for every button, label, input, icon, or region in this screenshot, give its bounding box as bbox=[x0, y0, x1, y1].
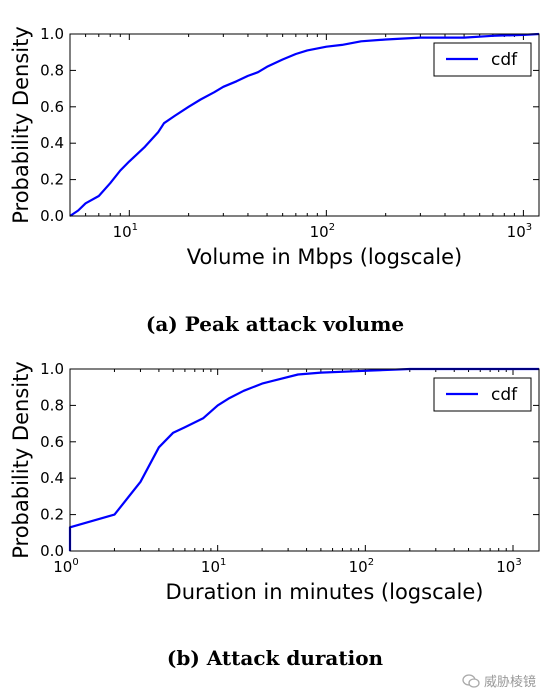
x-tick-label: 101 bbox=[201, 557, 226, 576]
y-tick-label: 0.2 bbox=[40, 171, 64, 189]
y-tick-label: 0.4 bbox=[40, 134, 64, 152]
x-axis-label: Volume in Mbps (logscale) bbox=[187, 245, 463, 269]
x-tick-label: 102 bbox=[310, 222, 335, 241]
y-tick-label: 0.0 bbox=[40, 542, 64, 560]
y-tick-label: 1.0 bbox=[40, 25, 64, 43]
y-axis-label: Probability Density bbox=[9, 361, 33, 559]
x-axis-label: Duration in minutes (logscale) bbox=[166, 580, 484, 604]
y-tick-label: 0.6 bbox=[40, 433, 64, 451]
watermark-text: 威胁棱镜 bbox=[483, 675, 536, 690]
y-tick-label: 0.8 bbox=[40, 61, 64, 79]
y-tick-label: 0.8 bbox=[40, 396, 64, 414]
legend-box bbox=[433, 377, 532, 412]
x-tick-label: 103 bbox=[496, 557, 521, 576]
series-line-cdf bbox=[68, 367, 539, 551]
legend-label: cdf bbox=[491, 50, 518, 70]
y-tick-label: 1.0 bbox=[40, 360, 64, 378]
caption-peak-attack-volume: (a) Peak attack volume bbox=[145, 312, 405, 336]
plot-frame bbox=[69, 33, 540, 217]
legend-label: cdf bbox=[491, 385, 518, 405]
series-line-cdf bbox=[69, 32, 540, 217]
y-tick-label: 0.0 bbox=[40, 207, 64, 225]
x-tick-label: 100 bbox=[53, 557, 78, 576]
y-tick-label: 0.6 bbox=[40, 98, 64, 116]
y-tick-label: 0.2 bbox=[40, 506, 64, 524]
chart-panel-a: 0.0 0.2 0.4 0.6 0.8 1.0 101 102 103 cdf Volume in … bbox=[9, 25, 540, 269]
x-tick-label: 103 bbox=[507, 222, 532, 241]
x-tick-label: 101 bbox=[113, 222, 138, 241]
x-tick-label: 102 bbox=[349, 557, 374, 576]
watermark: 威胁棱镜 bbox=[462, 671, 536, 690]
caption-attack-duration: (b) Attack duration bbox=[166, 646, 384, 670]
y-tick-label: 0.4 bbox=[40, 469, 64, 487]
wechat-icon bbox=[462, 673, 480, 688]
y-axis-label: Probability Density bbox=[9, 26, 33, 224]
plot-frame bbox=[69, 368, 540, 552]
chart-panel-b: 0.0 0.2 0.4 0.6 0.8 1.0 100 101 102 103 cdf Duratio… bbox=[9, 360, 540, 604]
